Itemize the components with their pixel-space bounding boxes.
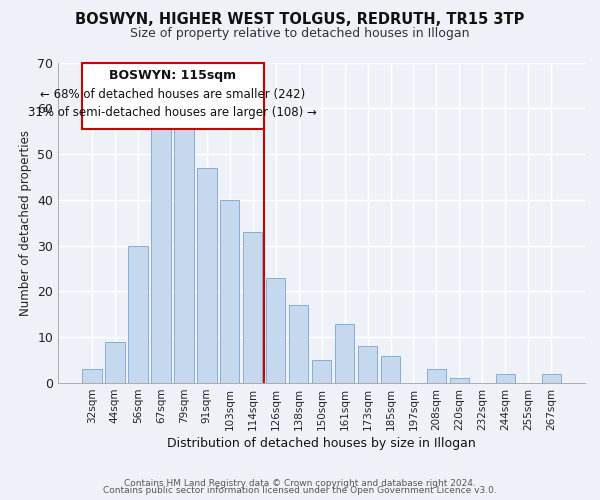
Bar (358, 346, 377, 383)
Y-axis label: Number of detached properties: Number of detached properties (19, 130, 32, 316)
Bar (335, 324, 355, 383)
X-axis label: Distribution of detached houses by size in Illogan: Distribution of detached houses by size … (167, 437, 476, 450)
Bar (312, 360, 331, 383)
Bar (128, 246, 148, 383)
Bar (427, 370, 446, 383)
Bar (174, 122, 194, 383)
Text: Contains HM Land Registry data © Crown copyright and database right 2024.: Contains HM Land Registry data © Crown c… (124, 478, 476, 488)
Bar (82, 370, 101, 383)
Text: Contains public sector information licensed under the Open Government Licence v3: Contains public sector information licen… (103, 486, 497, 495)
Text: BOSWYN: 115sqm: BOSWYN: 115sqm (109, 70, 236, 82)
Bar (266, 278, 286, 383)
Text: BOSWYN, HIGHER WEST TOLGUS, REDRUTH, TR15 3TP: BOSWYN, HIGHER WEST TOLGUS, REDRUTH, TR1… (76, 12, 524, 28)
Bar (105, 342, 125, 383)
Bar (496, 374, 515, 383)
Bar (289, 305, 308, 383)
Bar (381, 356, 400, 383)
Bar (243, 232, 262, 383)
Bar (197, 168, 217, 383)
Text: 31% of semi-detached houses are larger (108) →: 31% of semi-detached houses are larger (… (28, 106, 317, 119)
Bar (151, 126, 170, 383)
Bar (542, 374, 561, 383)
FancyBboxPatch shape (82, 62, 264, 129)
Text: ← 68% of detached houses are smaller (242): ← 68% of detached houses are smaller (24… (40, 88, 305, 101)
Text: Size of property relative to detached houses in Illogan: Size of property relative to detached ho… (130, 28, 470, 40)
Bar (220, 200, 239, 383)
Bar (449, 378, 469, 383)
